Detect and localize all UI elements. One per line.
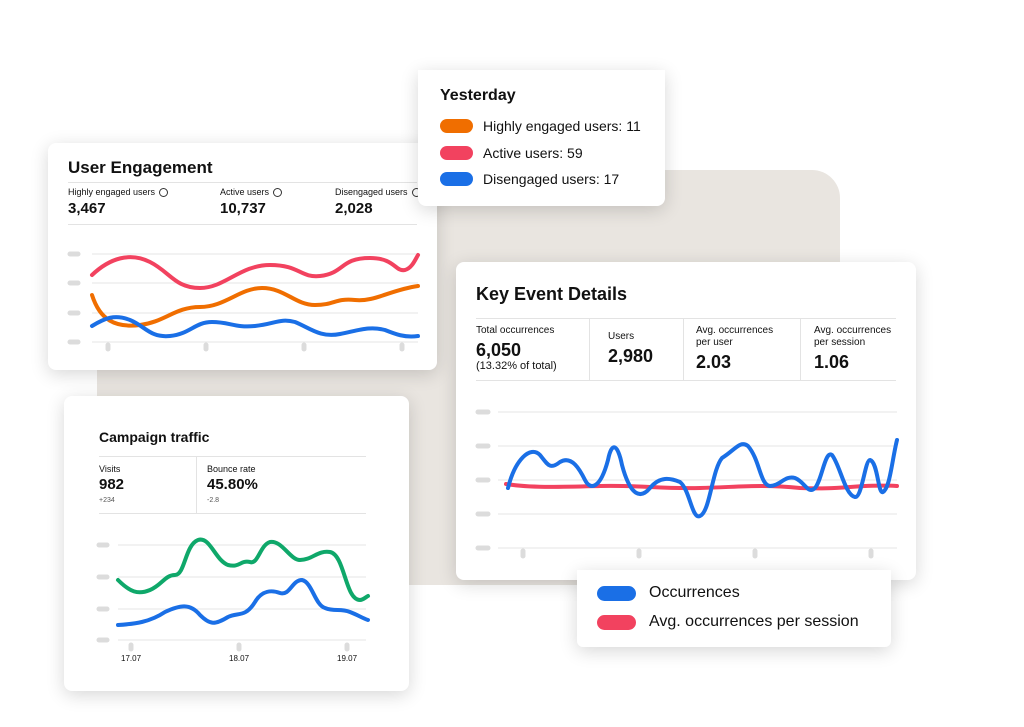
metric-value: 2,980 — [608, 346, 654, 366]
metric-label: Active users — [220, 187, 270, 197]
help-icon[interactable] — [159, 188, 169, 198]
metric-change: +234 — [99, 497, 115, 504]
metric-label: Visits — [99, 464, 121, 474]
legend-text: Occurrences — [649, 584, 740, 601]
metric-note: (13.32% of total) — [476, 360, 557, 372]
card-title: User Engagement — [68, 158, 213, 177]
help-icon[interactable] — [273, 188, 283, 198]
divider — [476, 380, 896, 381]
metric-value: 1.06 — [814, 352, 850, 372]
legend-text: Disengaged users: 17 — [483, 171, 620, 187]
divider — [800, 318, 801, 380]
legend-text: Active users: 59 — [483, 145, 583, 161]
user-engagement-card: User Engagement Highly engaged users 3,4… — [48, 143, 437, 370]
divider — [589, 318, 590, 380]
divider — [196, 456, 197, 513]
key-event-card: Key Event Details Total occurrences 6,05… — [456, 262, 916, 580]
date-label: 18.07 — [229, 654, 250, 663]
metric-value: 982 — [99, 476, 125, 493]
metric-label: Users — [608, 331, 635, 342]
legend-swatch — [440, 119, 473, 133]
divider — [683, 318, 684, 380]
divider — [476, 318, 896, 319]
divider — [99, 456, 366, 457]
metric-label: Bounce rate — [207, 464, 256, 474]
legend-swatch — [597, 586, 636, 601]
metric-label: Disengaged users — [335, 187, 408, 197]
divider — [68, 224, 417, 225]
metric-value: 45.80% — [207, 476, 258, 493]
metric-value: 2,028 — [335, 200, 373, 217]
key-event-legend: Occurrences Avg. occurrences per session — [577, 570, 891, 647]
card-title: Campaign traffic — [99, 429, 210, 445]
metric-label: Total occurrences — [476, 325, 555, 336]
legend-text: Highly engaged users: 11 — [483, 118, 641, 134]
metric-label: Highly engaged users — [68, 187, 156, 197]
divider — [68, 182, 417, 183]
metric-value: 6,050 — [476, 340, 522, 360]
legend-text: Avg. occurrences per session — [649, 613, 859, 630]
legend-swatch — [440, 146, 473, 160]
metric-value: 10,737 — [220, 200, 266, 217]
date-label: 17.07 — [121, 654, 142, 663]
card-title: Yesterday — [440, 87, 516, 104]
divider — [99, 513, 366, 514]
metric-value: 3,467 — [68, 200, 106, 217]
date-label: 19.07 — [337, 654, 358, 663]
yesterday-card: Yesterday Highly engaged users: 11 Activ… — [418, 70, 665, 206]
metric-change: -2.8 — [207, 497, 220, 504]
legend-swatch — [440, 172, 473, 186]
metric-label: Avg. occurrences per session — [814, 325, 892, 348]
metric-value: 2.03 — [696, 352, 732, 372]
card-title: Key Event Details — [476, 284, 628, 304]
campaign-traffic-card: Campaign traffic Visits 982 +234 Bounce … — [64, 396, 409, 691]
metric-label: Avg. occurrences per user — [696, 325, 774, 348]
legend-swatch — [597, 615, 636, 630]
